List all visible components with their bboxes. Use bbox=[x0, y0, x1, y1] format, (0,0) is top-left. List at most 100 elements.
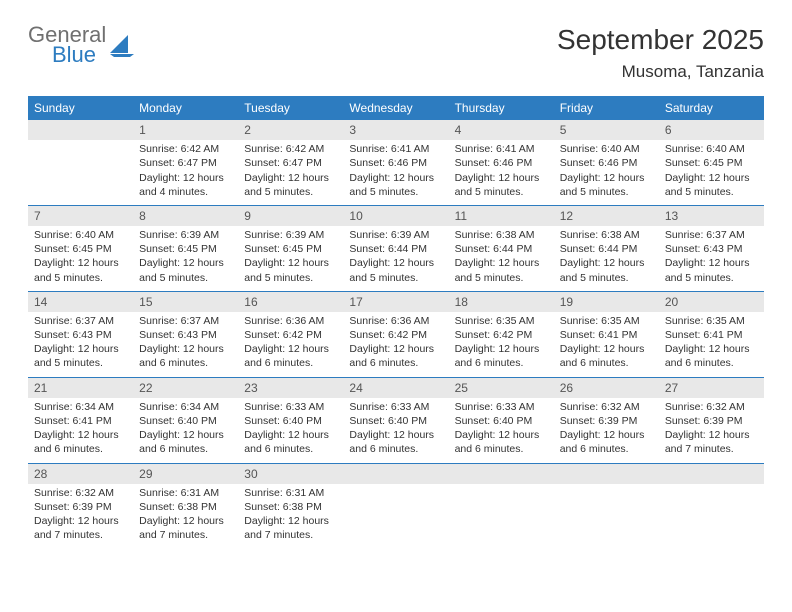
day-content: Sunrise: 6:37 AMSunset: 6:43 PMDaylight:… bbox=[28, 312, 133, 377]
day-content: Sunrise: 6:32 AMSunset: 6:39 PMDaylight:… bbox=[554, 398, 659, 463]
daylight-text: Daylight: 12 hours and 5 minutes. bbox=[560, 171, 653, 199]
calendar-day-cell: 21 Sunrise: 6:34 AMSunset: 6:41 PMDayligh… bbox=[28, 378, 133, 463]
sunset-text: Sunset: 6:46 PM bbox=[560, 156, 653, 170]
sunset-text: Sunset: 6:47 PM bbox=[139, 156, 232, 170]
sunset-text: Sunset: 6:40 PM bbox=[455, 414, 548, 428]
daylight-text: Daylight: 12 hours and 7 minutes. bbox=[244, 514, 337, 542]
sunset-text: Sunset: 6:44 PM bbox=[560, 242, 653, 256]
daylight-text: Daylight: 12 hours and 5 minutes. bbox=[455, 171, 548, 199]
day-number bbox=[554, 464, 659, 484]
sunset-text: Sunset: 6:45 PM bbox=[34, 242, 127, 256]
calendar-day-cell: 17Sunrise: 6:36 AMSunset: 6:42 PMDayligh… bbox=[343, 292, 448, 377]
location-label: Musoma, Tanzania bbox=[557, 62, 764, 82]
day-content: Sunrise: 6:37 AMSunset: 6:43 PMDaylight:… bbox=[659, 226, 764, 291]
sunset-text: Sunset: 6:40 PM bbox=[139, 414, 232, 428]
sunrise-text: Sunrise: 6:34 AM bbox=[139, 400, 232, 414]
calendar-day-cell: 19Sunrise: 6:35 AMSunset: 6:41 PMDayligh… bbox=[554, 292, 659, 377]
day-number: 4 bbox=[449, 120, 554, 140]
day-content: Sunrise: 6:42 AMSunset: 6:47 PMDaylight:… bbox=[133, 140, 238, 205]
sunrise-text: Sunrise: 6:35 AM bbox=[560, 314, 653, 328]
weekday-header-row: SundayMondayTuesdayWednesdayThursdayFrid… bbox=[28, 96, 764, 120]
day-content: Sunrise: 6:32 AMSunset: 6:39 PMDaylight:… bbox=[659, 398, 764, 463]
calendar-day-cell: 15Sunrise: 6:37 AMSunset: 6:43 PMDayligh… bbox=[133, 292, 238, 377]
weekday-header-cell: Saturday bbox=[659, 96, 764, 120]
calendar-week-row: 21Sunrise: 6:34 AMSunset: 6:41 PMDayligh… bbox=[28, 377, 764, 463]
calendar-day-cell: 20Sunrise: 6:35 AMSunset: 6:41 PMDayligh… bbox=[659, 292, 764, 377]
sunrise-text: Sunrise: 6:33 AM bbox=[349, 400, 442, 414]
day-number: 2 bbox=[238, 120, 343, 140]
day-number: 20 bbox=[659, 292, 764, 312]
calendar-day-cell bbox=[28, 120, 133, 205]
sunset-text: Sunset: 6:46 PM bbox=[349, 156, 442, 170]
sunset-text: Sunset: 6:44 PM bbox=[455, 242, 548, 256]
calendar-day-cell: 12Sunrise: 6:38 AMSunset: 6:44 PMDayligh… bbox=[554, 206, 659, 291]
daylight-text: Daylight: 12 hours and 6 minutes. bbox=[665, 342, 758, 370]
calendar-day-cell: 9Sunrise: 6:39 AMSunset: 6:45 PMDaylight… bbox=[238, 206, 343, 291]
calendar-day-cell bbox=[554, 464, 659, 549]
calendar-day-cell: 3Sunrise: 6:41 AMSunset: 6:46 PMDaylight… bbox=[343, 120, 448, 205]
day-number bbox=[343, 464, 448, 484]
sunset-text: Sunset: 6:39 PM bbox=[665, 414, 758, 428]
daylight-text: Daylight: 12 hours and 6 minutes. bbox=[349, 428, 442, 456]
brand-logo: General Blue bbox=[28, 24, 136, 66]
daylight-text: Daylight: 12 hours and 6 minutes. bbox=[244, 428, 337, 456]
daylight-text: Daylight: 12 hours and 6 minutes. bbox=[34, 428, 127, 456]
calendar-day-cell: 23Sunrise: 6:33 AMSunset: 6:40 PMDayligh… bbox=[238, 378, 343, 463]
sunrise-text: Sunrise: 6:34 AM bbox=[34, 400, 127, 414]
sunrise-text: Sunrise: 6:40 AM bbox=[560, 142, 653, 156]
day-number: 21 bbox=[28, 378, 133, 398]
day-number: 23 bbox=[238, 378, 343, 398]
page-header: General Blue September 2025 Musoma, Tanz… bbox=[28, 24, 764, 82]
calendar-day-cell: 30Sunrise: 6:31 AMSunset: 6:38 PMDayligh… bbox=[238, 464, 343, 549]
sunset-text: Sunset: 6:41 PM bbox=[34, 414, 127, 428]
day-number: 14 bbox=[28, 292, 133, 312]
day-content: Sunrise: 6:38 AMSunset: 6:44 PMDaylight:… bbox=[554, 226, 659, 291]
calendar-day-cell: 24Sunrise: 6:33 AMSunset: 6:40 PMDayligh… bbox=[343, 378, 448, 463]
daylight-text: Daylight: 12 hours and 6 minutes. bbox=[455, 428, 548, 456]
daylight-text: Daylight: 12 hours and 5 minutes. bbox=[455, 256, 548, 284]
calendar-day-cell: 27Sunrise: 6:32 AMSunset: 6:39 PMDayligh… bbox=[659, 378, 764, 463]
sunrise-text: Sunrise: 6:33 AM bbox=[244, 400, 337, 414]
calendar-day-cell bbox=[449, 464, 554, 549]
brand-word2: Blue bbox=[52, 44, 106, 66]
day-number: 15 bbox=[133, 292, 238, 312]
calendar-day-cell: 22Sunrise: 6:34 AMSunset: 6:40 PMDayligh… bbox=[133, 378, 238, 463]
sunset-text: Sunset: 6:45 PM bbox=[244, 242, 337, 256]
day-content: Sunrise: 6:33 AMSunset: 6:40 PMDaylight:… bbox=[343, 398, 448, 463]
day-number bbox=[449, 464, 554, 484]
weekday-header-cell: Monday bbox=[133, 96, 238, 120]
daylight-text: Daylight: 12 hours and 7 minutes. bbox=[34, 514, 127, 542]
calendar-day-cell: 4Sunrise: 6:41 AMSunset: 6:46 PMDaylight… bbox=[449, 120, 554, 205]
brand-sail-icon bbox=[110, 35, 136, 57]
day-number: 8 bbox=[133, 206, 238, 226]
daylight-text: Daylight: 12 hours and 6 minutes. bbox=[560, 428, 653, 456]
calendar-day-cell: 25Sunrise: 6:33 AMSunset: 6:40 PMDayligh… bbox=[449, 378, 554, 463]
calendar-day-cell: 6Sunrise: 6:40 AMSunset: 6:45 PMDaylight… bbox=[659, 120, 764, 205]
day-content: Sunrise: 6:42 AMSunset: 6:47 PMDaylight:… bbox=[238, 140, 343, 205]
sunrise-text: Sunrise: 6:42 AM bbox=[244, 142, 337, 156]
sunset-text: Sunset: 6:45 PM bbox=[139, 242, 232, 256]
sunrise-text: Sunrise: 6:41 AM bbox=[455, 142, 548, 156]
daylight-text: Daylight: 12 hours and 6 minutes. bbox=[349, 342, 442, 370]
daylight-text: Daylight: 12 hours and 5 minutes. bbox=[560, 256, 653, 284]
sunset-text: Sunset: 6:41 PM bbox=[560, 328, 653, 342]
sunset-text: Sunset: 6:38 PM bbox=[139, 500, 232, 514]
day-number: 13 bbox=[659, 206, 764, 226]
sunset-text: Sunset: 6:43 PM bbox=[139, 328, 232, 342]
calendar-day-cell: 1Sunrise: 6:42 AMSunset: 6:47 PMDaylight… bbox=[133, 120, 238, 205]
calendar-day-cell: 13Sunrise: 6:37 AMSunset: 6:43 PMDayligh… bbox=[659, 206, 764, 291]
sunset-text: Sunset: 6:41 PM bbox=[665, 328, 758, 342]
sunrise-text: Sunrise: 6:41 AM bbox=[349, 142, 442, 156]
day-content: Sunrise: 6:32 AMSunset: 6:39 PMDaylight:… bbox=[28, 484, 133, 549]
calendar-day-cell: 16Sunrise: 6:36 AMSunset: 6:42 PMDayligh… bbox=[238, 292, 343, 377]
day-number: 11 bbox=[449, 206, 554, 226]
day-content: Sunrise: 6:41 AMSunset: 6:46 PMDaylight:… bbox=[343, 140, 448, 205]
calendar-day-cell: 28Sunrise: 6:32 AMSunset: 6:39 PMDayligh… bbox=[28, 464, 133, 549]
sunset-text: Sunset: 6:47 PM bbox=[244, 156, 337, 170]
day-number: 24 bbox=[343, 378, 448, 398]
calendar-week-row: 14Sunrise: 6:37 AMSunset: 6:43 PMDayligh… bbox=[28, 291, 764, 377]
daylight-text: Daylight: 12 hours and 5 minutes. bbox=[34, 256, 127, 284]
day-content: Sunrise: 6:35 AMSunset: 6:41 PMDaylight:… bbox=[554, 312, 659, 377]
calendar-day-cell: 8Sunrise: 6:39 AMSunset: 6:45 PMDaylight… bbox=[133, 206, 238, 291]
day-number: 22 bbox=[133, 378, 238, 398]
